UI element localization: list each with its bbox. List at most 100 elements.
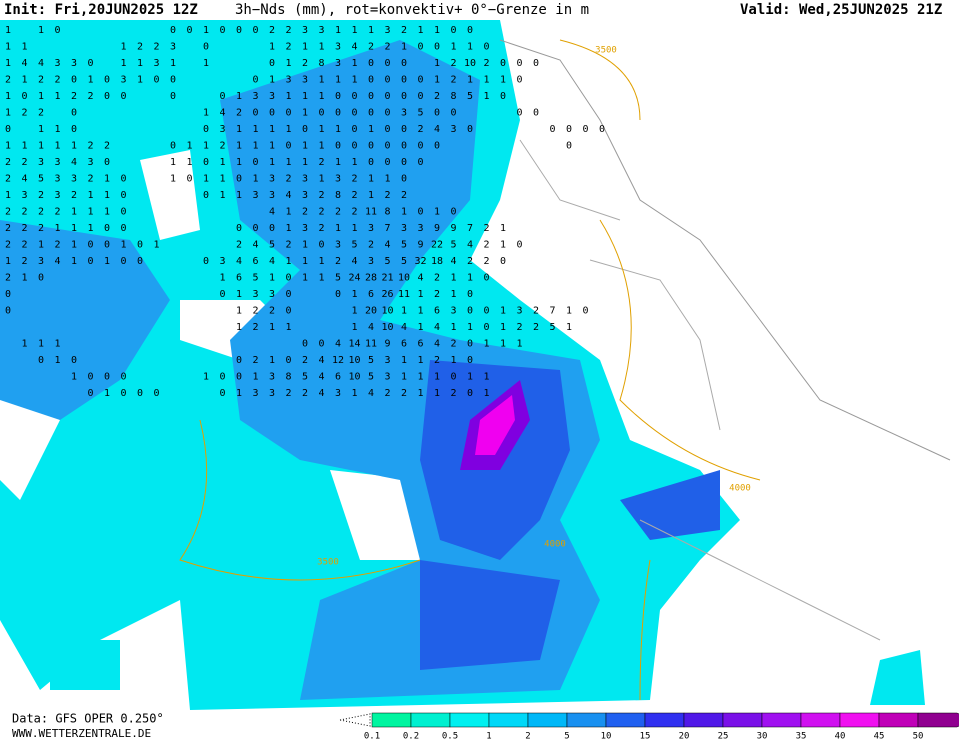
grid-value: 1 [186, 157, 192, 168]
grid-value: 1 [318, 141, 324, 152]
grid-value: 1 [104, 207, 110, 218]
grid-value: 2 [285, 42, 291, 53]
grid-value: 8 [318, 58, 324, 69]
grid-value: 1 [170, 157, 176, 168]
grid-value: 0 [417, 42, 423, 53]
grid-value: 8 [450, 91, 456, 102]
grid-value: 3 [269, 289, 275, 300]
grid-value: 1 [302, 42, 308, 53]
grid-value: 3 [335, 42, 341, 53]
grid-value: 0 [500, 256, 506, 267]
grid-value: 2 [351, 174, 357, 185]
grid-value: 1 [285, 124, 291, 135]
grid-value: 1 [285, 157, 291, 168]
grid-value: 2 [318, 157, 324, 168]
grid-value: 9 [417, 240, 423, 251]
grid-value: 9 [450, 223, 456, 234]
grid-value: 1 [252, 124, 258, 135]
grid-value: 2 [252, 306, 258, 317]
border [499, 39, 951, 461]
grid-value: 1 [483, 339, 489, 350]
grid-value: 1 [368, 174, 374, 185]
dry-area [0, 150, 420, 560]
grid-value: 2 [38, 207, 44, 218]
grid-value: 2 [434, 91, 440, 102]
colorbar-swatch [605, 712, 646, 728]
grid-value: 1 [467, 322, 473, 333]
grid-value: 1 [269, 141, 275, 152]
grid-value: 1 [467, 75, 473, 86]
grid-value: 1 [21, 141, 27, 152]
grid-value: 1 [71, 141, 77, 152]
grid-value: 3 [302, 25, 308, 36]
grid-value: 4 [285, 190, 291, 201]
grid-value: 1 [302, 240, 308, 251]
grid-value: 5 [401, 256, 407, 267]
grid-value: 1 [252, 141, 258, 152]
grid-value: 2 [384, 388, 390, 399]
grid-value: 2 [21, 240, 27, 251]
grid-value: 3 [252, 388, 258, 399]
grid-value: 2 [483, 223, 489, 234]
grid-value: 1 [71, 256, 77, 267]
grid-value: 1 [351, 322, 357, 333]
grid-value: 0 [335, 289, 341, 300]
grid-value: 1 [335, 157, 341, 168]
grid-value: 1 [318, 174, 324, 185]
grid-value: 0 [351, 124, 357, 135]
grid-value: 3 [21, 190, 27, 201]
grid-value: 1 [71, 372, 77, 383]
grid-value: 2 [21, 223, 27, 234]
grid-value: 1 [417, 355, 423, 366]
grid-value: 0 [104, 223, 110, 234]
grid-value: 1 [351, 75, 357, 86]
grid-value: 0 [269, 108, 275, 119]
grid-value: 1 [434, 75, 440, 86]
grid-value: 1 [219, 273, 225, 284]
grid-value: 26 [381, 289, 393, 300]
grid-value: 0 [467, 355, 473, 366]
colorbar-label: 2 [525, 732, 530, 742]
grid-value: 1 [38, 240, 44, 251]
grid-value: 1 [351, 157, 357, 168]
grid-value: 3 [318, 25, 324, 36]
grid-value: 5 [401, 240, 407, 251]
grid-value: 1 [269, 322, 275, 333]
grid-value: 0 [483, 306, 489, 317]
grid-value: 0 [351, 108, 357, 119]
grid-value: 0 [384, 124, 390, 135]
grid-value: 1 [236, 91, 242, 102]
grid-value: 0 [401, 174, 407, 185]
grid-value: 1 [368, 124, 374, 135]
colorbar-label: 15 [640, 732, 651, 742]
grid-value: 0 [153, 75, 159, 86]
colorbar-swatch [527, 712, 568, 728]
grid-value: 0 [384, 141, 390, 152]
grid-value: 1 [318, 124, 324, 135]
grid-value: 18 [431, 256, 443, 267]
grid-value: 1 [269, 355, 275, 366]
grid-value: 2 [401, 388, 407, 399]
grid-value: 6 [252, 256, 258, 267]
grid-value: 1 [500, 306, 506, 317]
grid-value: 22 [431, 240, 443, 251]
grid-value: 2 [533, 306, 539, 317]
grid-value: 0 [335, 141, 341, 152]
grid-value: 0 [533, 58, 539, 69]
grid-value: 2 [21, 207, 27, 218]
grid-value: 1 [566, 306, 572, 317]
grid-value: 1 [203, 174, 209, 185]
grid-value: 3 [450, 306, 456, 317]
grid-value: 0 [170, 25, 176, 36]
grid-value: 0 [252, 75, 258, 86]
grid-value: 7 [467, 223, 473, 234]
grid-value: 0 [203, 124, 209, 135]
grid-value: 1 [285, 207, 291, 218]
grid-value: 3 [450, 124, 456, 135]
grid-value: 2 [87, 91, 93, 102]
grid-value: 4 [335, 339, 341, 350]
grid-value: 1 [417, 372, 423, 383]
grid-value: 1 [54, 124, 60, 135]
grid-value: 0 [252, 157, 258, 168]
grid-value: 3 [269, 91, 275, 102]
